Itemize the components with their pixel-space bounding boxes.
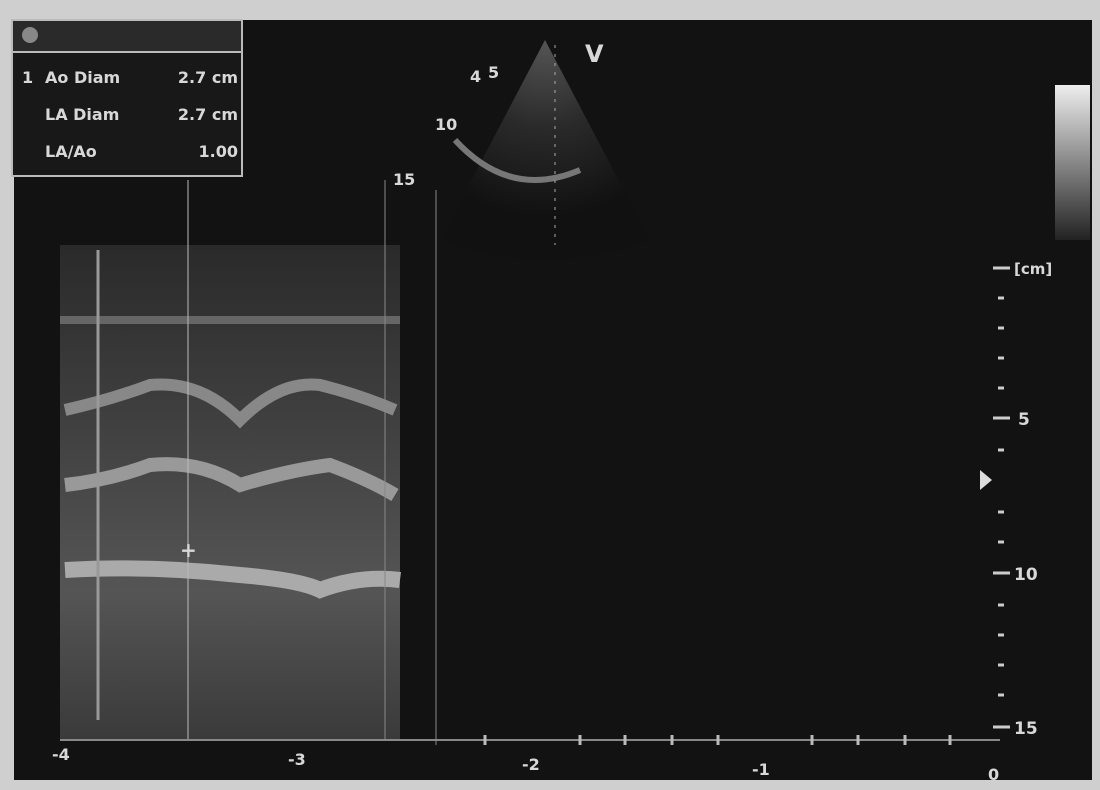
aortic-wall-echo bbox=[64, 457, 399, 502]
measure-value: 2.7 cm bbox=[178, 105, 238, 124]
measure-label: LA Diam bbox=[45, 105, 119, 124]
sector-echo bbox=[452, 137, 582, 183]
time-label: -1 bbox=[752, 760, 770, 779]
la-wall-echo bbox=[64, 560, 401, 599]
time-label: -2 bbox=[522, 755, 540, 774]
measure-value: 1.00 bbox=[199, 142, 238, 161]
depth-unit: [cm] bbox=[1014, 260, 1052, 278]
measure-value: 2.7 cm bbox=[178, 68, 238, 87]
status-icon bbox=[22, 27, 38, 43]
sector-image bbox=[440, 40, 650, 260]
sector-mode: V bbox=[585, 40, 604, 68]
measure-header bbox=[11, 19, 243, 53]
depth-label: 4 bbox=[470, 67, 481, 86]
time-label: 0 bbox=[988, 765, 999, 784]
time-label: -4 bbox=[52, 745, 70, 764]
depth-scale-label: 10 bbox=[1014, 565, 1038, 585]
aortic-wall-echo bbox=[63, 378, 398, 429]
measure-index: 1 bbox=[22, 68, 33, 87]
caliper-marker: + bbox=[180, 538, 197, 562]
time-label: -3 bbox=[288, 750, 306, 769]
depth-scale-label: 15 bbox=[1014, 719, 1038, 739]
time-ticks bbox=[483, 735, 952, 745]
depth-ticks bbox=[993, 266, 1010, 729]
m-mode-image bbox=[60, 245, 400, 740]
depth-label: 5 bbox=[488, 63, 499, 82]
measure-label: Ao Diam bbox=[45, 68, 120, 87]
measure-label: LA/Ao bbox=[45, 142, 97, 161]
depth-scale-label: 5 bbox=[1018, 410, 1030, 430]
gray-scale-bar bbox=[1055, 85, 1090, 240]
depth-label: 15 bbox=[393, 170, 415, 189]
focus-marker bbox=[980, 470, 992, 490]
depth-label: 10 bbox=[435, 115, 457, 134]
measure-box bbox=[11, 51, 243, 177]
